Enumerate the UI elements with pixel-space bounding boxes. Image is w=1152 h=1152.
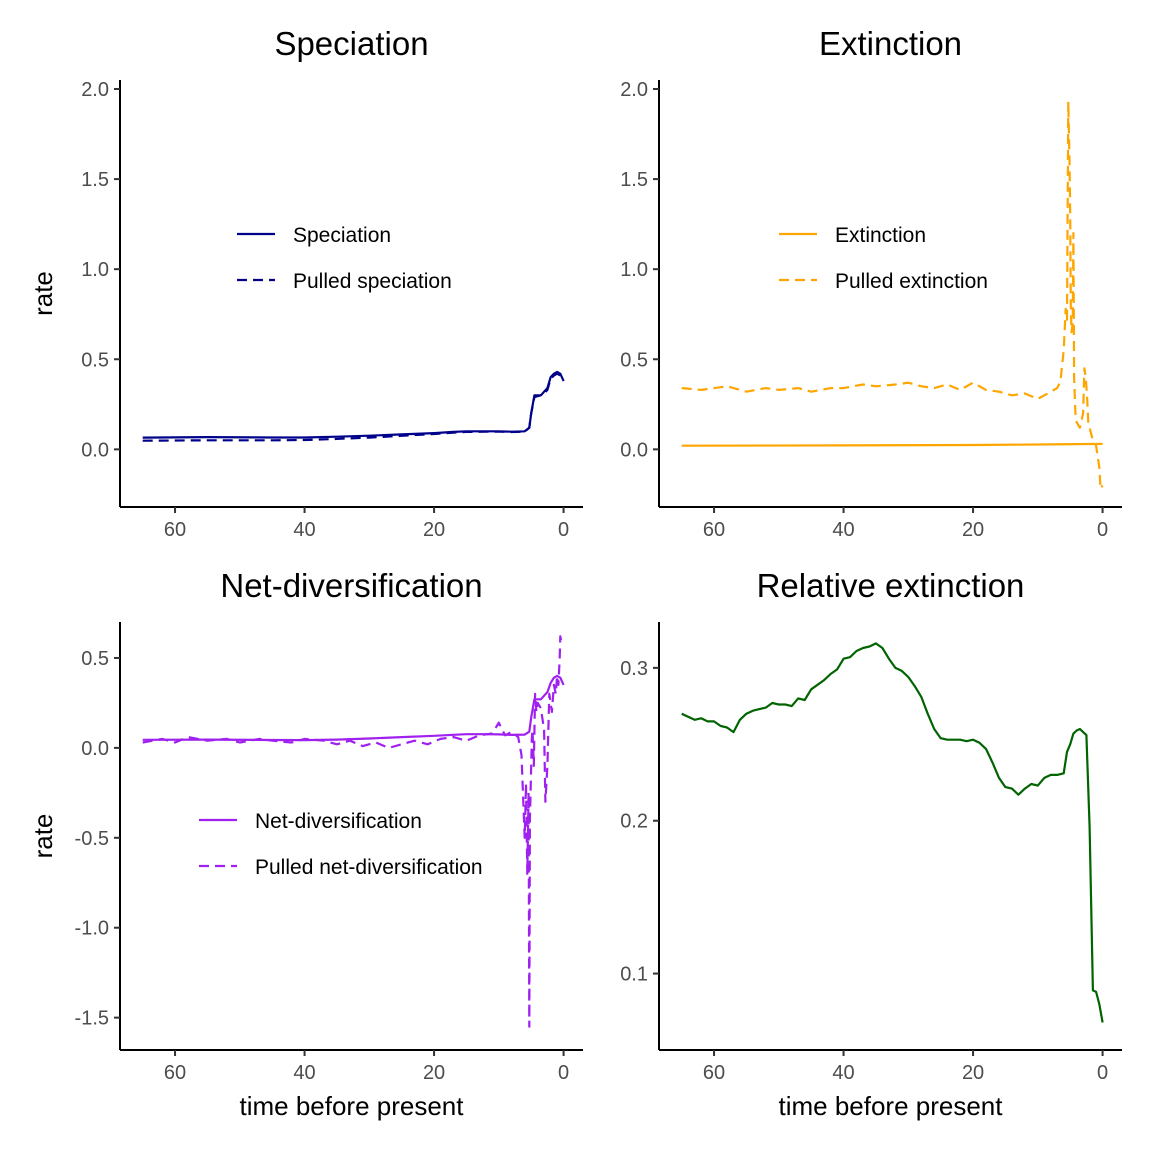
chart-1-y-tick-label: 2.0	[620, 79, 648, 101]
chart-0-x-tick-label: 0	[558, 519, 569, 541]
chart-2-y-tick-label: -1.0	[75, 918, 109, 940]
chart-2-series-pulled-net-diversification-line	[142, 635, 564, 1028]
chart-1-series-extinction-line	[681, 442, 1103, 447]
chart-1-y-tick-label: 1.0	[620, 259, 648, 281]
panel-relative-extinction: Relative extinction 60 40 20 0 0.1 0.2 0.3 time …	[620, 567, 1122, 1121]
chart-1-x-tick-label: 40	[832, 519, 854, 541]
chart-2-x-tick-label: 60	[164, 1062, 186, 1084]
chart-3-x-axis-label: time before present	[778, 1091, 1003, 1121]
chart-2-x-axis-label: time before present	[239, 1091, 464, 1121]
chart-2-y-tick-label: 0.5	[81, 648, 109, 670]
chart-1-x-tick-label: 60	[703, 519, 725, 541]
chart-1-series-pulled-extinction-line	[681, 100, 1104, 491]
chart-2-y-axis-label: rate	[28, 814, 58, 859]
chart-0-legend-label: Speciation	[293, 224, 391, 247]
chart-1-y-tick-label: 0.5	[620, 349, 648, 371]
chart-0-series-speciation-line	[142, 370, 565, 439]
chart-1-x-tick-label: 20	[962, 519, 984, 541]
chart-3-x-tick-label: 40	[832, 1062, 854, 1084]
chart-1-legend-label: Extinction	[835, 224, 926, 247]
panel-extinction: Extinction 60 40 20 0 0.0 0.5 1.0 1.5 2.0 Extincti…	[620, 25, 1122, 541]
panel-speciation: Speciation 60 40 20 0 0.0 0.5 1.0 1.5 2.0 rate Spec…	[28, 25, 583, 541]
chart-0-y-tick-label: 1.5	[81, 169, 109, 191]
chart-2-x-tick-label: 20	[423, 1062, 445, 1084]
chart-0-y-axis-label: rate	[28, 271, 58, 316]
chart-1-y-tick-label: 0.0	[620, 439, 648, 461]
chart-2-legend-label: Net-diversification	[255, 810, 422, 833]
chart-2-y-tick-label: -1.5	[75, 1008, 109, 1030]
chart-3-x-tick-label: 0	[1097, 1062, 1108, 1084]
chart-1-y-tick-label: 1.5	[620, 169, 648, 191]
chart-0-y-tick-label: 2.0	[81, 79, 109, 101]
chart-2-y-tick-label: -0.5	[75, 828, 109, 850]
chart-0-y-tick-label: 0.0	[81, 439, 109, 461]
chart-0-legend-label: Pulled speciation	[293, 270, 452, 293]
panel-net-diversification: Net-diversification 60 40 20 0 -1.5 -1.0 -0.5 0.…	[28, 567, 583, 1121]
chart-1-legend-label: Pulled extinction	[835, 270, 988, 293]
chart-2-y-tick-label: 0.0	[81, 738, 109, 760]
chart-0-y-tick-label: 1.0	[81, 259, 109, 281]
chart-2-series-net-diversification-line	[142, 674, 565, 742]
chart-2-legend-label: Pulled net-diversification	[255, 856, 483, 879]
chart-3-y-tick-label: 0.2	[620, 811, 648, 833]
chart-2-x-tick-label: 40	[293, 1062, 315, 1084]
chart-0-x-tick-label: 20	[423, 519, 445, 541]
chart-1-title: Extinction	[819, 25, 962, 62]
chart-3-y-tick-label: 0.1	[620, 964, 648, 986]
chart-3-x-tick-label: 60	[703, 1062, 725, 1084]
chart-0-title: Speciation	[274, 25, 428, 62]
chart-1-x-tick-label: 0	[1097, 519, 1108, 541]
chart-3-x-tick-label: 20	[962, 1062, 984, 1084]
chart-0-x-tick-label: 60	[164, 519, 186, 541]
chart-3-y-tick-label: 0.3	[620, 658, 648, 680]
chart-2-x-tick-label: 0	[558, 1062, 569, 1084]
chart-3-title: Relative extinction	[757, 567, 1025, 604]
chart-0-x-tick-label: 40	[293, 519, 315, 541]
chart-0-series-pulled-speciation-line	[142, 372, 565, 442]
chart-3-series-relative-extinction-line	[681, 642, 1104, 1023]
chart-2-title: Net-diversification	[220, 567, 482, 604]
chart-0-y-tick-label: 0.5	[81, 349, 109, 371]
